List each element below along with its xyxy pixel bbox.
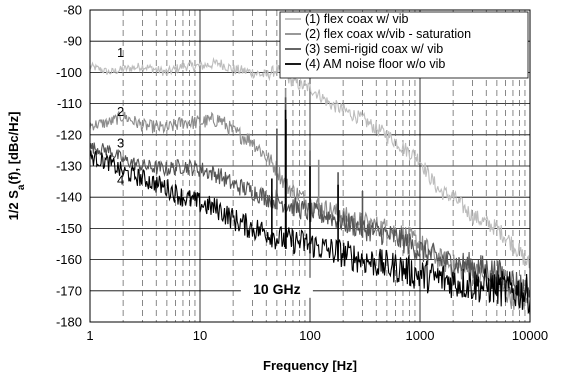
x-axis-title: Frequency [Hz] <box>263 358 357 372</box>
x-tick-label: 10 <box>193 328 207 343</box>
legend-label: (2) flex coax w/vib - saturation <box>305 27 471 41</box>
y-tick-label: -110 <box>57 96 82 111</box>
series-number-label: 2 <box>117 104 124 119</box>
series-number-label: 1 <box>117 45 124 60</box>
y-tick-label: -130 <box>56 159 82 174</box>
series-number-label: 4 <box>117 173 124 188</box>
series-line-1 <box>89 56 531 269</box>
y-axis-title-sub: a <box>16 184 27 190</box>
plot-frame <box>89 9 531 323</box>
y-tick-label: -100 <box>56 65 82 80</box>
y-tick-label: -170 <box>56 283 82 298</box>
annotation-bg <box>240 277 313 298</box>
legend-label: (4) AM noise floor w/o vib <box>305 57 445 71</box>
y-tick-label: -80 <box>63 3 82 18</box>
x-tick-label: 10000 <box>512 328 548 343</box>
series-number-label: 3 <box>117 135 124 150</box>
x-axis-ticks: 1 10 100 1000 10000 <box>86 328 548 343</box>
y-tick-label: -90 <box>63 34 82 49</box>
y-axis-ticks: -180 -170 -160 -150 -140 -130 -120 -110 -100 -90 -… <box>56 3 82 330</box>
y-tick-label: -140 <box>56 190 82 205</box>
legend-box <box>279 11 529 79</box>
x-tick-label: 1000 <box>406 328 435 343</box>
y-tick-label: -120 <box>56 127 82 142</box>
y-tick-label: -160 <box>56 252 82 267</box>
y-axis-title-post: (f), [dBc/Hz] <box>6 112 21 185</box>
x-tick-label: 100 <box>299 328 321 343</box>
series-group <box>89 56 531 315</box>
y-axis-title: 1/2 Sa(f), [dBc/Hz] <box>6 112 27 221</box>
annotation-label: 10 GHz <box>253 281 300 297</box>
annotations: 1 2 3 4 10 GHz <box>117 45 313 298</box>
legend-label: (1) flex coax w/ vib <box>305 12 409 26</box>
y-tick-label: -150 <box>56 221 82 236</box>
x-tick-label: 1 <box>86 328 93 343</box>
y-axis-title-pre: 1/2 S <box>6 190 21 221</box>
legend-label: (3) semi-rigid coax w/ vib <box>305 42 443 56</box>
legend: (1) flex coax w/ vib(2) flex coax w/vib … <box>279 11 529 79</box>
y-tick-label: -180 <box>56 315 82 330</box>
